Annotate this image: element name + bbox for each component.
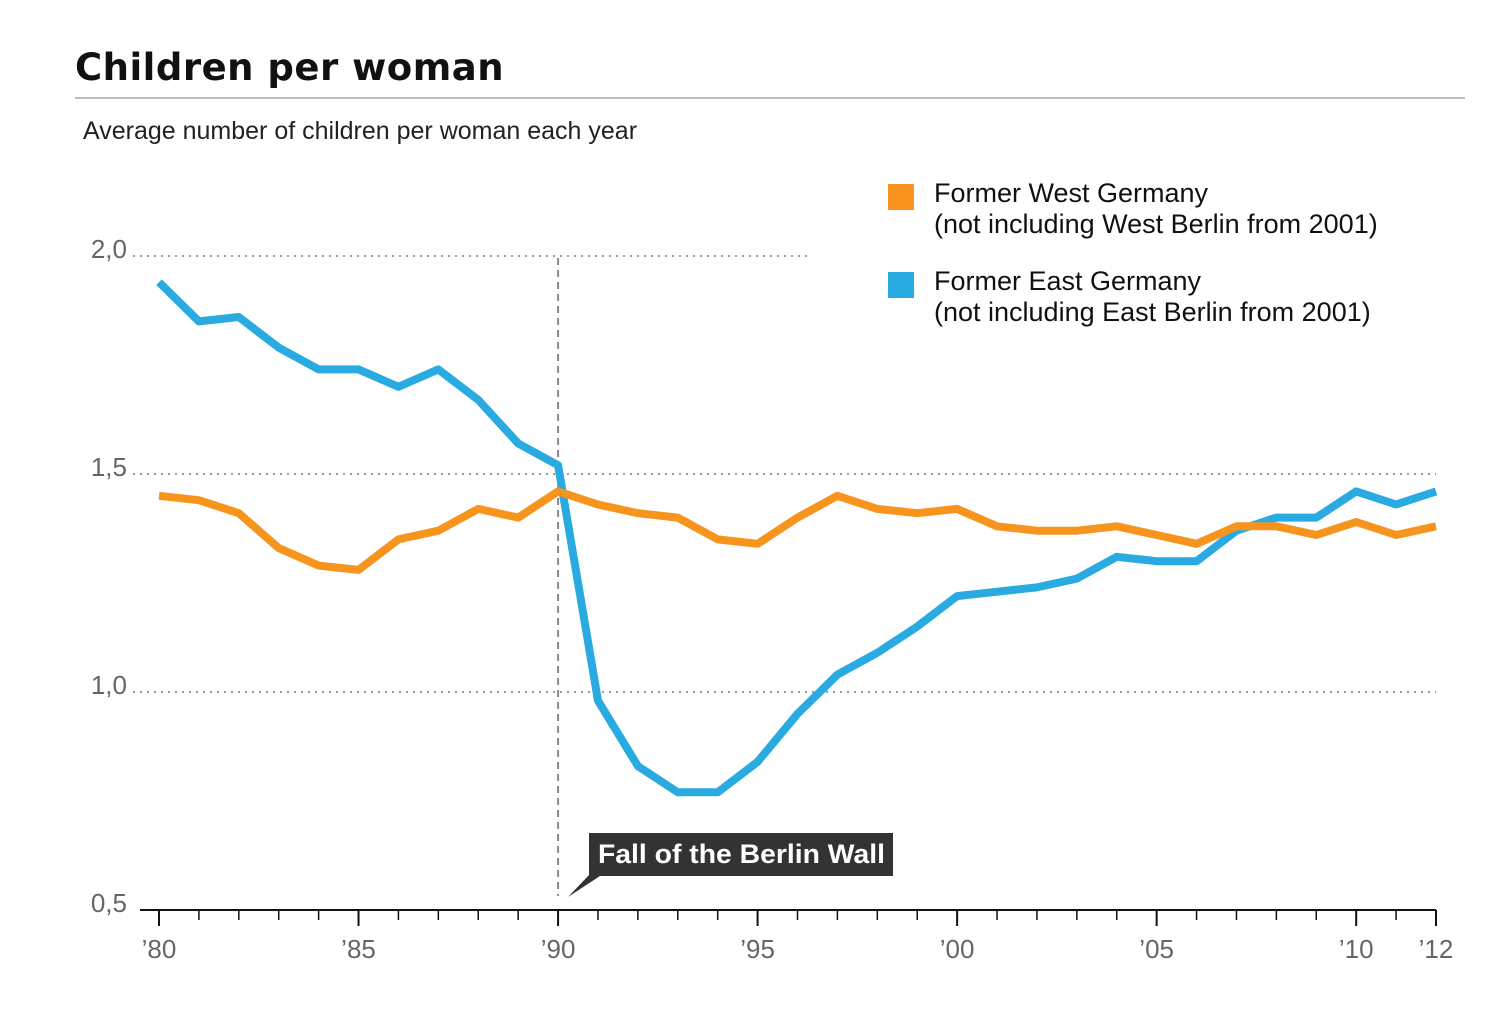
legend-note-west: (not including West Berlin from 2001) (934, 209, 1378, 239)
x-tick-label: ’95 (740, 934, 775, 964)
series-line-east (156, 279, 1438, 797)
title-divider (75, 97, 1465, 99)
annotation-pointer (568, 874, 603, 897)
x-tick-label: ’10 (1339, 934, 1374, 964)
y-tick-label: 1,0 (91, 670, 127, 700)
legend-swatch-east (888, 272, 914, 298)
series-line-west (158, 487, 1437, 574)
x-tick-label: ’90 (541, 934, 576, 964)
legend: Former West Germany (not including West … (888, 178, 1378, 354)
x-tick-label: ’80 (142, 934, 177, 964)
y-tick-label: 0,5 (91, 888, 127, 918)
gridlines (133, 255, 1436, 693)
x-axis: ’80 ’85 ’90 ’95 ’00 ’05 ’10 ’12 (140, 909, 1454, 964)
series-lines (156, 279, 1438, 797)
legend-swatch-west (888, 184, 914, 210)
y-tick-label: 2,0 (91, 234, 127, 264)
legend-note-east: (not including East Berlin from 2001) (934, 297, 1371, 327)
chart-title: Children per woman (75, 46, 505, 89)
annotation-box (589, 833, 893, 876)
x-tick-label: ’05 (1139, 934, 1174, 964)
x-tick-label: ’00 (940, 934, 975, 964)
legend-label-east: Former East Germany (934, 266, 1202, 296)
chart-subtitle: Average number of children per woman eac… (83, 117, 638, 145)
x-tick-label: ’85 (341, 934, 376, 964)
legend-label-west: Former West Germany (934, 178, 1209, 208)
legend-item-east: Former East Germany (not including East … (888, 266, 1378, 328)
y-axis-labels: 0,5 1,0 1,5 2,0 (91, 234, 127, 918)
annotation-label: Fall of the Berlin Wall (598, 839, 885, 869)
y-tick-label: 1,5 (91, 452, 127, 482)
berlin-wall-annotation: Fall of the Berlin Wall (557, 258, 893, 897)
legend-item-west: Former West Germany (not including West … (888, 178, 1378, 240)
x-tick-label: ’12 (1419, 934, 1454, 964)
